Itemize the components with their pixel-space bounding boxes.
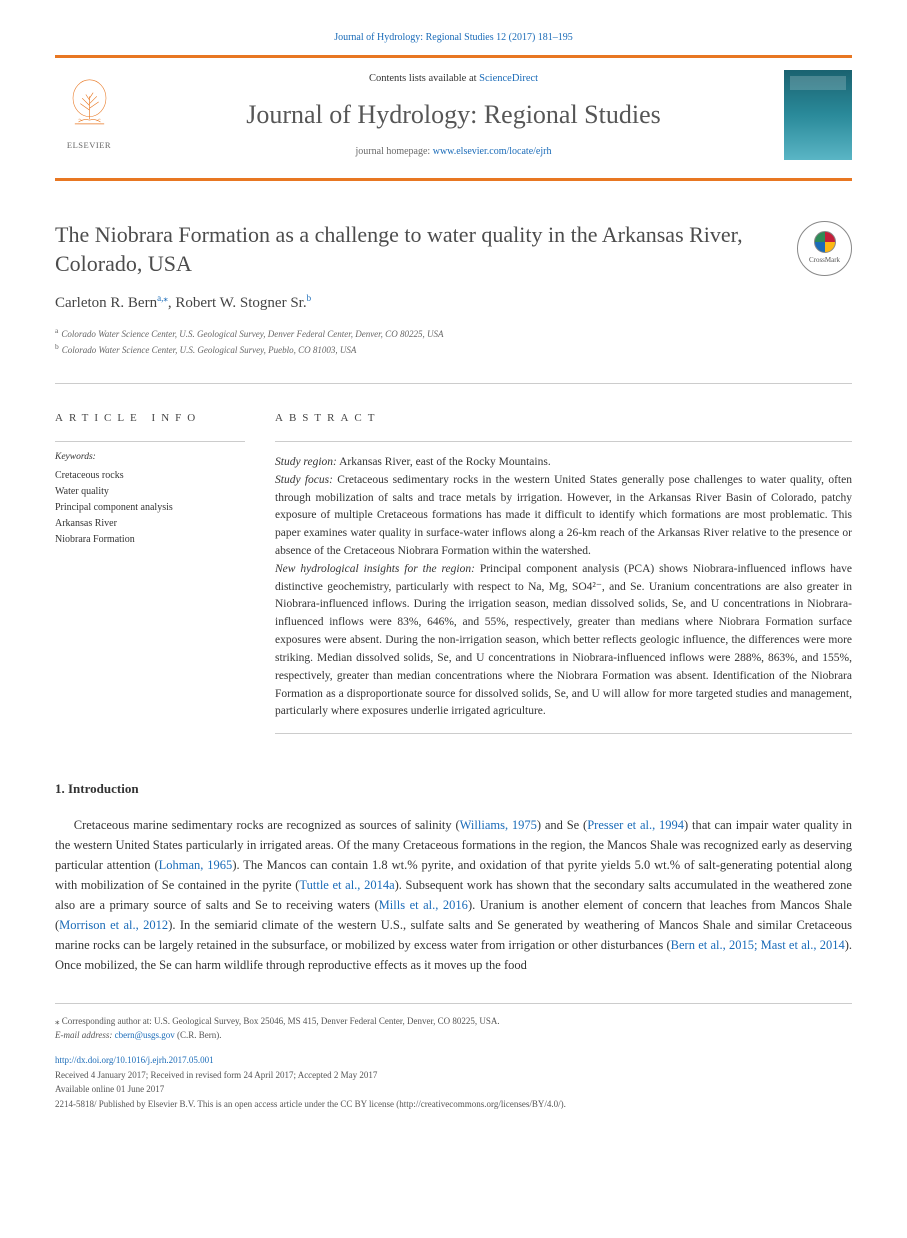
keyword: Cretaceous rocks (55, 468, 245, 484)
article-info: ARTICLE INFO Keywords: Cretaceous rocks … (55, 410, 245, 734)
citation-link[interactable]: Morrison et al., 2012 (59, 918, 168, 932)
citation-link[interactable]: Presser et al., 1994 (587, 818, 684, 832)
intro-p1: Cretaceous marine sedimentary rocks are … (55, 815, 852, 975)
citation-link[interactable]: Mills et al., 2016 (379, 898, 468, 912)
keywords-head: Keywords: (55, 441, 245, 464)
keyword: Principal component analysis (55, 500, 245, 516)
crossmark-badge[interactable]: CrossMark (797, 221, 852, 276)
abstract-text: Study region: Arkansas River, east of th… (275, 441, 852, 734)
keywords-list: Cretaceous rocks Water quality Principal… (55, 468, 245, 548)
homepage-link[interactable]: www.elsevier.com/locate/ejrh (433, 146, 552, 157)
keyword: Arkansas River (55, 516, 245, 532)
abstract-focus-text: Cretaceous sedimentary rocks in the west… (275, 474, 852, 557)
abstract-col: ABSTRACT Study region: Arkansas River, e… (275, 410, 852, 734)
history-available: Available online 01 June 2017 (55, 1082, 852, 1096)
article-head: The Niobrara Formation as a challenge to… (55, 221, 852, 278)
abstract-region-text: Arkansas River, east of the Rocky Mounta… (337, 456, 551, 468)
footer: ⁎ Corresponding author at: U.S. Geologic… (55, 1003, 852, 1111)
doi-link[interactable]: http://dx.doi.org/10.1016/j.ejrh.2017.05… (55, 1055, 214, 1065)
elsevier-wordmark: ELSEVIER (55, 139, 123, 152)
keyword: Water quality (55, 484, 245, 500)
author-2-affil-sup: b (307, 293, 312, 303)
email-line: E-mail address: cbern@usgs.gov (C.R. Ber… (55, 1028, 852, 1042)
journal-name: Journal of Hydrology: Regional Studies (141, 95, 766, 134)
abstract-region-label: Study region: (275, 456, 337, 468)
citation-link[interactable]: Bern et al., 2015; Mast et al., 2014 (671, 938, 845, 952)
abstract-focus-label: Study focus: (275, 474, 333, 486)
journal-cover-thumb (784, 70, 852, 160)
corresponding-author: ⁎ Corresponding author at: U.S. Geologic… (55, 1014, 852, 1028)
corr-text: Corresponding author at: U.S. Geological… (60, 1016, 500, 1026)
email-label: E-mail address: (55, 1030, 115, 1040)
authors: Carleton R. Berna,⁎, Robert W. Stogner S… (55, 292, 852, 315)
intro-text: ) and Se ( (537, 818, 587, 832)
abstract-insights-text: Principal component analysis (PCA) shows… (275, 563, 852, 718)
crossmark-icon (814, 231, 836, 253)
contents-line: Contents lists available at ScienceDirec… (141, 71, 766, 87)
citation-link[interactable]: Tuttle et al., 2014a (299, 878, 394, 892)
article-title: The Niobrara Formation as a challenge to… (55, 221, 777, 278)
homepage-line: journal homepage: www.elsevier.com/locat… (141, 144, 766, 159)
intro-text: Cretaceous marine sedimentary rocks are … (74, 818, 460, 832)
info-abstract-row: ARTICLE INFO Keywords: Cretaceous rocks … (55, 383, 852, 734)
affil-b-text: Colorado Water Science Center, U.S. Geol… (62, 345, 357, 355)
history-received: Received 4 January 2017; Received in rev… (55, 1068, 852, 1082)
license-line: 2214-5818/ Published by Elsevier B.V. Th… (55, 1097, 852, 1111)
sciencedirect-link[interactable]: ScienceDirect (479, 73, 538, 84)
article-info-label: ARTICLE INFO (55, 410, 245, 427)
masthead-center: Contents lists available at ScienceDirec… (141, 71, 766, 159)
abstract-label: ABSTRACT (275, 410, 852, 427)
affiliation-b: bColorado Water Science Center, U.S. Geo… (55, 341, 852, 357)
intro-body: Cretaceous marine sedimentary rocks are … (55, 815, 852, 975)
citation-link[interactable]: Lohman, 1965 (159, 858, 233, 872)
header-citation: Journal of Hydrology: Regional Studies 1… (55, 30, 852, 45)
affiliations: aColorado Water Science Center, U.S. Geo… (55, 325, 852, 358)
affil-a-sup: a (55, 326, 58, 335)
author-1: Carleton R. Bern (55, 295, 157, 311)
affil-b-sup: b (55, 342, 59, 351)
elsevier-logo: ELSEVIER (55, 78, 123, 152)
affiliation-a: aColorado Water Science Center, U.S. Geo… (55, 325, 852, 341)
contents-prefix: Contents lists available at (369, 73, 479, 84)
abstract-insights-label: New hydrological insights for the region… (275, 563, 475, 575)
crossmark-label: CrossMark (809, 255, 840, 266)
author-2: , Robert W. Stogner Sr. (168, 295, 307, 311)
masthead: ELSEVIER Contents lists available at Sci… (55, 55, 852, 181)
email-suffix: (C.R. Bern). (175, 1030, 222, 1040)
citation-link[interactable]: Williams, 1975 (460, 818, 537, 832)
keyword: Niobrara Formation (55, 532, 245, 548)
intro-heading: 1. Introduction (55, 779, 852, 799)
affil-a-text: Colorado Water Science Center, U.S. Geol… (61, 329, 443, 339)
email-link[interactable]: cbern@usgs.gov (115, 1030, 175, 1040)
doi-line: http://dx.doi.org/10.1016/j.ejrh.2017.05… (55, 1054, 852, 1068)
elsevier-tree-icon (62, 78, 117, 133)
homepage-prefix: journal homepage: (356, 146, 433, 157)
